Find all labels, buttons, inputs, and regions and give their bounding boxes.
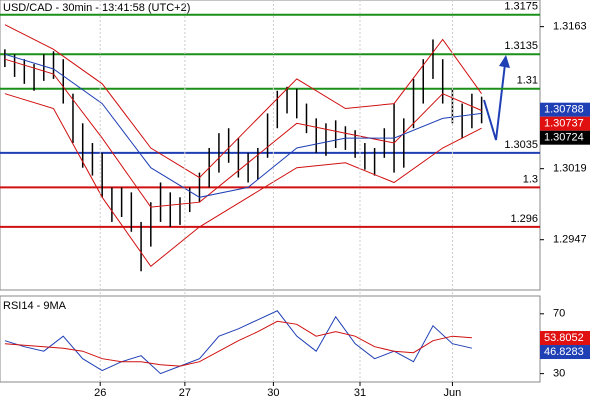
y-tick-label: 30 [553,368,565,380]
x-tick-label: Jun [444,387,462,399]
level-label: 1.3035 [504,139,538,151]
series-line [4,53,482,198]
series-line [4,24,483,179]
price-label: 46.8283 [544,346,584,358]
y-tick-label: 1.3019 [553,163,587,175]
chart-title: USD/CAD - 30min - 13:41:58 (UTC+2) [3,2,190,14]
x-tick-label: 30 [267,387,279,399]
price-label-box [540,345,590,360]
rsi-title: RSI14 - 9MA [3,300,67,312]
price-label: 1.30724 [544,132,584,144]
y-tick-label: 70 [553,308,565,320]
level-label: 1.3 [523,173,538,185]
y-tick-label: 1.3163 [553,21,587,33]
series-line [4,320,472,367]
y-tick-label: 1.2947 [553,234,587,246]
x-tick-label: 31 [354,387,366,399]
price-label-box [540,102,590,117]
series-line [4,58,482,208]
x-tick-label: 26 [94,387,106,399]
level-label: 1.296 [510,213,538,225]
rsi-panel [0,295,541,383]
forecast-arrowhead [499,55,510,68]
price-label-box [540,130,590,145]
series-line [4,93,482,268]
price-label: 1.30788 [544,104,584,116]
price-label: 53.8052 [544,332,584,344]
level-label: 1.3175 [504,1,538,13]
price-label-box [540,331,590,346]
x-tick-label: 27 [179,387,191,399]
level-label: 1.3135 [504,40,538,52]
level-label: 1.31 [517,75,538,87]
price-label-box [540,116,590,131]
price-label: 1.30737 [544,118,584,130]
